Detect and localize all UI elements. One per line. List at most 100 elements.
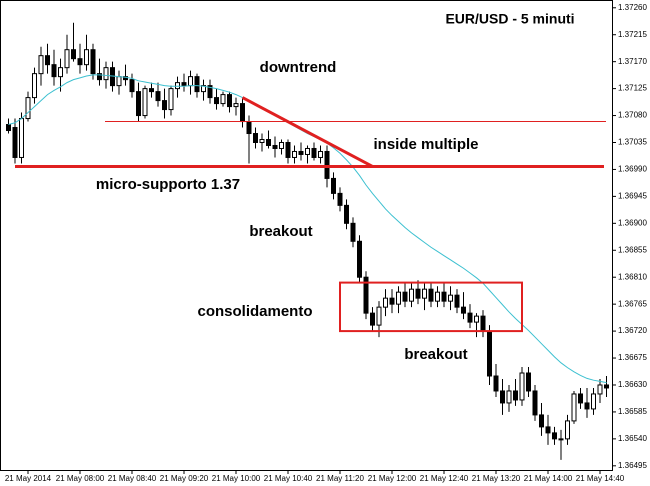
candle-body xyxy=(604,384,609,389)
x-tick-label: 21 May 08:40 xyxy=(108,474,157,483)
y-tick-label: 1.37035 xyxy=(618,138,647,147)
candle-body xyxy=(181,82,187,87)
candle-body xyxy=(331,177,336,194)
candle-body xyxy=(12,127,18,158)
candle-body xyxy=(51,64,57,78)
candle-body xyxy=(415,288,421,299)
candle-body xyxy=(454,294,460,308)
x-tick-label: 21 May 12:00 xyxy=(368,474,417,483)
candle-body xyxy=(350,222,356,242)
candle-body xyxy=(441,291,447,302)
candle-body xyxy=(558,438,564,441)
candle-body xyxy=(123,76,128,81)
candle-body xyxy=(461,306,466,314)
candle-body xyxy=(142,88,148,117)
y-tick-label: 1.36675 xyxy=(618,353,647,362)
candle-body xyxy=(259,139,265,143)
x-tick-label: 21 May 14:40 xyxy=(576,474,625,483)
candle-body xyxy=(38,55,44,75)
annotation: inside multiple xyxy=(373,136,478,153)
y-tick-label: 1.36720 xyxy=(618,326,647,335)
candle-body xyxy=(136,91,141,117)
candle-body xyxy=(25,97,31,120)
annotation: consolidamento xyxy=(197,303,312,320)
y-tick-label: 1.36900 xyxy=(618,218,647,227)
candle-body xyxy=(337,192,343,206)
candle-body xyxy=(305,147,310,155)
chart-title: EUR/USD - 5 minuti xyxy=(445,11,574,27)
candle-body xyxy=(97,73,102,81)
y-tick-label: 1.36630 xyxy=(618,380,647,389)
candle-body xyxy=(194,76,200,93)
candle-body xyxy=(584,402,590,410)
candle-body xyxy=(77,58,83,66)
candle-body xyxy=(84,49,89,66)
annotation: downtrend xyxy=(260,59,337,76)
candle-body xyxy=(19,118,24,158)
candle-body xyxy=(422,288,427,299)
y-tick-label: 1.36765 xyxy=(618,299,647,308)
candle-body xyxy=(103,67,109,81)
candle-body xyxy=(201,85,206,93)
y-tick-label: 1.37125 xyxy=(618,84,647,93)
x-tick-label: 21 May 09:20 xyxy=(160,474,209,483)
x-tick-label: 21 May 13:20 xyxy=(472,474,521,483)
y-tick-label: 1.36990 xyxy=(618,165,647,174)
candle-body xyxy=(578,393,583,404)
candle-body xyxy=(467,312,473,323)
trendline xyxy=(241,96,374,168)
x-tick-label: 21 May 2014 xyxy=(5,474,52,483)
candle-body xyxy=(487,330,492,377)
candle-body xyxy=(545,426,551,434)
candle-body xyxy=(220,94,226,105)
candle-body xyxy=(519,372,525,401)
candle-body xyxy=(591,393,596,410)
candle-body xyxy=(565,420,570,440)
consolidation-box xyxy=(339,281,523,333)
candle-body xyxy=(32,73,37,99)
candle-body xyxy=(428,288,434,302)
candle-body xyxy=(168,88,174,111)
candle-body xyxy=(266,139,271,146)
candle-body xyxy=(526,372,531,392)
candle-body xyxy=(402,291,408,302)
candle-body xyxy=(396,291,401,305)
x-tick-label: 21 May 08:00 xyxy=(56,474,105,483)
candle-body xyxy=(532,390,538,416)
candle-body xyxy=(389,297,395,305)
candle-body xyxy=(448,294,453,302)
candle-body xyxy=(207,85,213,99)
candle-body xyxy=(357,240,362,278)
x-tick-label: 21 May 10:00 xyxy=(212,474,261,483)
candle-body xyxy=(298,150,304,155)
candle-body xyxy=(311,147,317,158)
candle-body xyxy=(597,384,603,395)
candle-body xyxy=(409,288,414,302)
candle-body xyxy=(149,88,154,93)
candle-body xyxy=(253,133,258,143)
candle-body xyxy=(71,49,76,60)
candle-body xyxy=(246,121,252,135)
x-tick-label: 21 May 14:00 xyxy=(524,474,573,483)
y-tick-label: 1.37170 xyxy=(618,57,647,66)
y-tick-label: 1.36945 xyxy=(618,191,647,200)
candle-body xyxy=(552,432,557,440)
candle-body xyxy=(58,67,63,78)
candle-body xyxy=(129,79,135,93)
candle-body xyxy=(162,100,167,111)
candle-body xyxy=(45,55,50,66)
candle-body xyxy=(474,315,479,323)
candle-body xyxy=(272,144,278,149)
candle-body xyxy=(292,150,297,158)
candle-body xyxy=(493,375,499,392)
candle-body xyxy=(227,94,232,108)
candle-body xyxy=(214,97,219,105)
y-tick-label: 1.37215 xyxy=(618,30,647,39)
x-tick-label: 21 May 12:40 xyxy=(420,474,469,483)
candle-body xyxy=(6,124,11,132)
candle-body xyxy=(363,276,369,314)
candle-body xyxy=(318,150,323,158)
y-tick-label: 1.36495 xyxy=(618,461,647,470)
marks xyxy=(6,22,609,460)
